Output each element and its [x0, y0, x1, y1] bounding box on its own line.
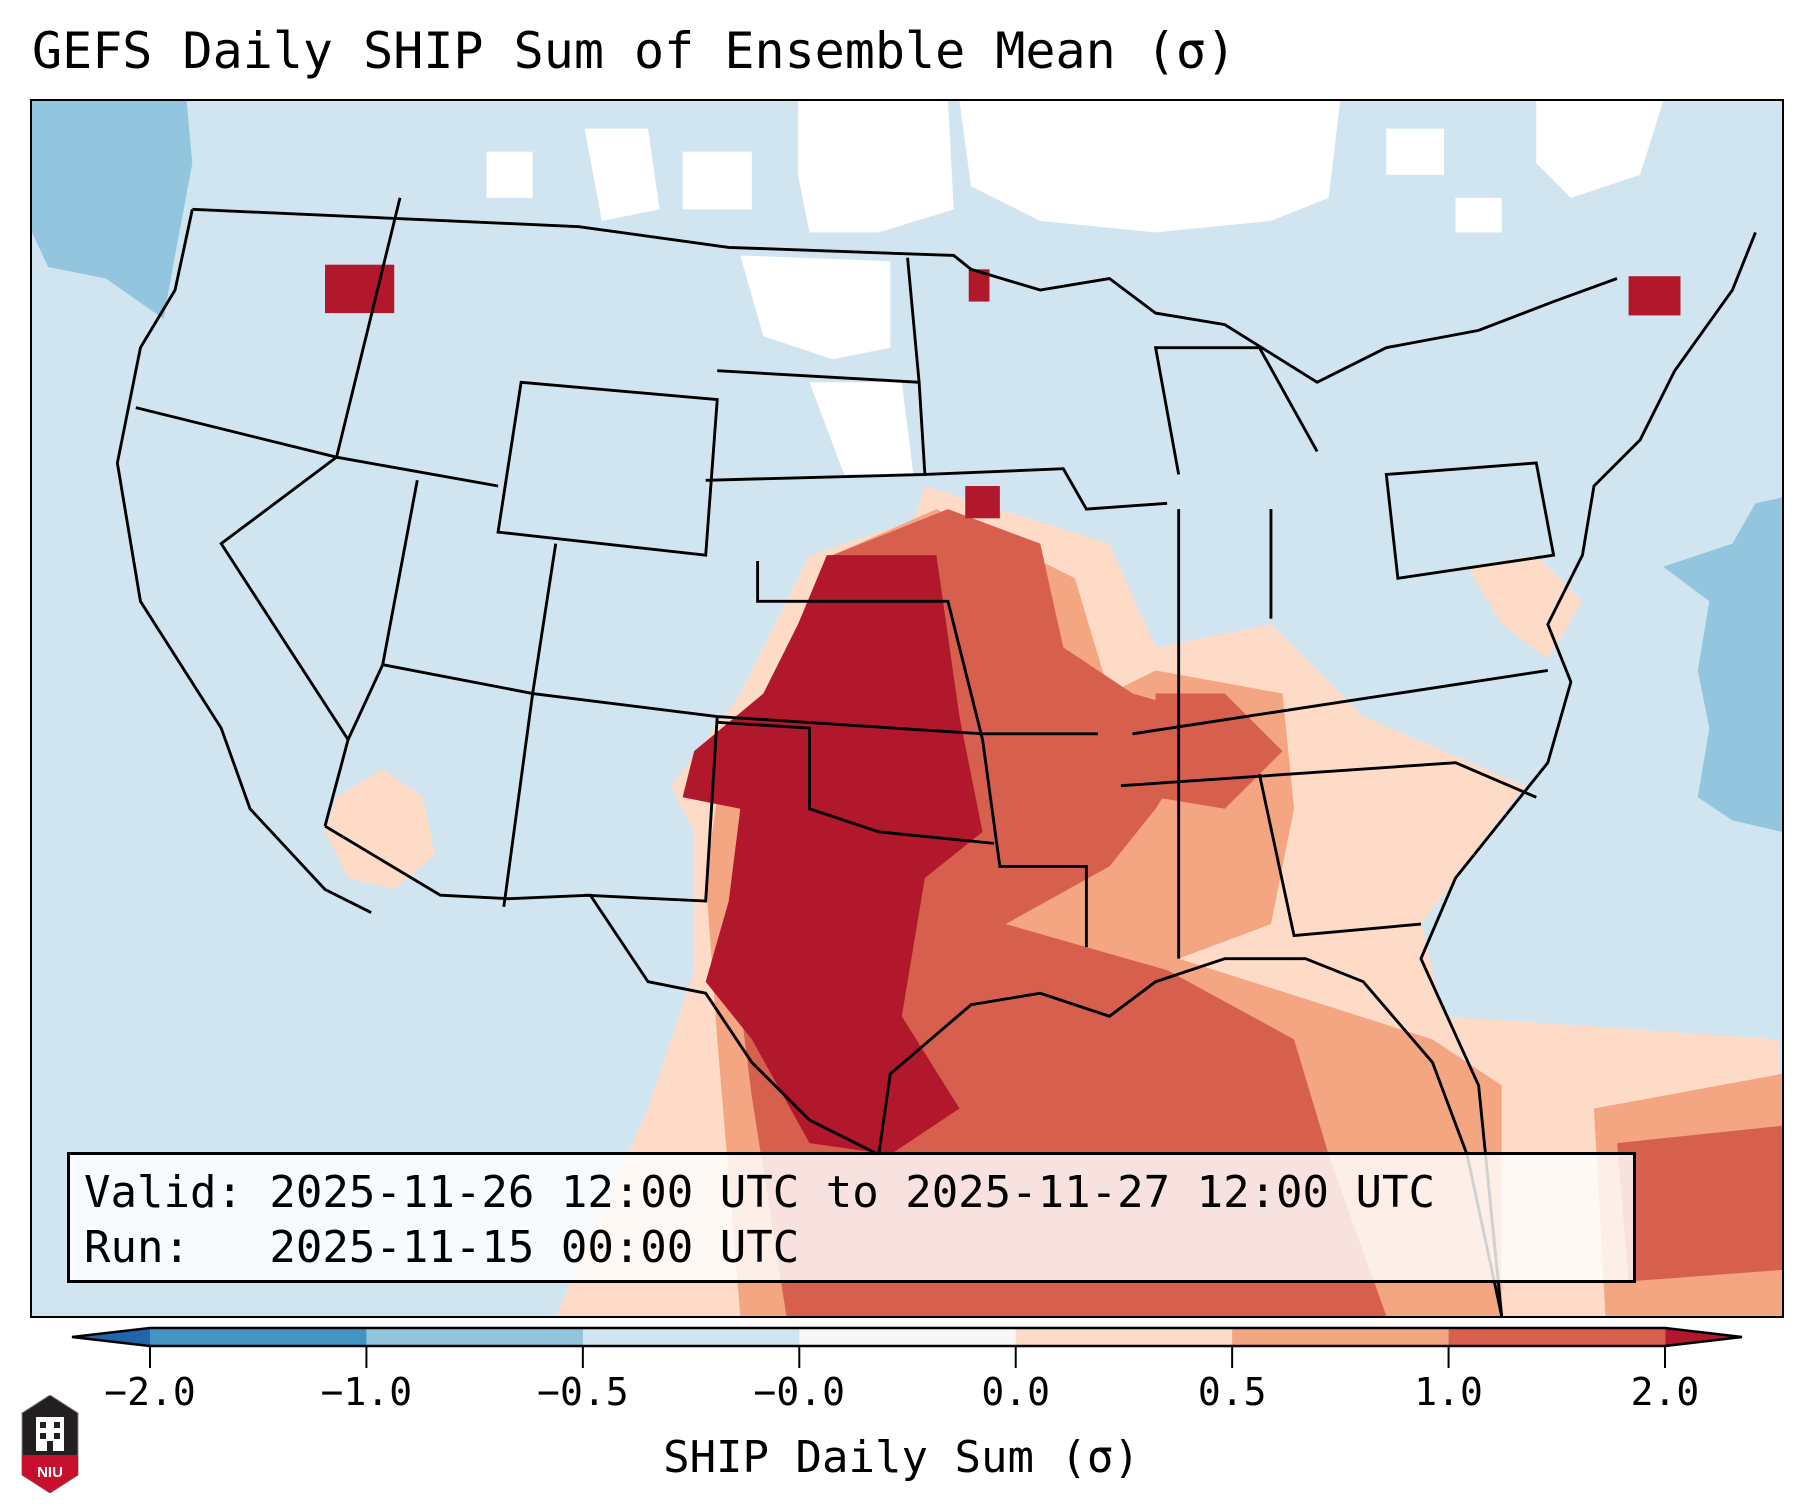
colorbar-label: SHIP Daily Sum (σ) — [663, 1432, 1140, 1483]
field-low-atlantic — [1663, 497, 1782, 832]
map-panel — [30, 99, 1784, 1318]
colorbar-extend-high — [1665, 1328, 1742, 1346]
colorbar — [71, 1326, 1743, 1368]
valid-time-text: Valid: 2025-11-26 12:00 UTC to 2025-11-2… — [84, 1167, 1436, 1218]
colorbar-bin — [582, 1328, 800, 1346]
field-above-2-washington — [325, 264, 395, 314]
gulf-coast — [877, 957, 1504, 1316]
field-low-pacific — [32, 101, 193, 319]
field-neutral-patches — [486, 101, 1664, 475]
field-above-2-minnesota — [968, 269, 990, 302]
colorbar-tick-label: 0.5 — [1197, 1370, 1267, 1414]
colorbar-bin — [1015, 1328, 1233, 1346]
colorbar-tick-label: −2.0 — [104, 1370, 196, 1414]
colorbar-tick-label: −1.0 — [320, 1370, 413, 1414]
colorbar-tick-label: −0.5 — [537, 1370, 629, 1414]
field-0-0.5-southwest — [325, 768, 435, 890]
us-canada-border — [192, 207, 1618, 384]
colorbar-tick-label: 0.0 — [981, 1370, 1051, 1414]
east-coast — [1419, 231, 1757, 1316]
field-above-2-maine — [1628, 276, 1681, 316]
field-1-2-caribbean — [1617, 1125, 1782, 1282]
colorbar-bin — [150, 1328, 367, 1346]
field-0-0.5-midatlantic — [1467, 555, 1583, 659]
chart-title: GEFS Daily SHIP Sum of Ensemble Mean (σ) — [32, 22, 1237, 80]
ship-field-map — [32, 101, 1782, 1316]
west-coast — [115, 209, 372, 914]
colorbar-bin — [366, 1328, 584, 1346]
political-boundaries — [115, 197, 1757, 1316]
svg-text:NIU: NIU — [37, 1464, 63, 1481]
colorbar-tick-label: 1.0 — [1414, 1370, 1483, 1414]
us-mexico-border — [324, 824, 880, 1156]
colorbar-extend-low — [72, 1328, 150, 1346]
colorbar-bin — [1232, 1328, 1450, 1346]
colorbar-bin — [1448, 1328, 1666, 1346]
run-time-text: Run: 2025-11-15 00:00 UTC — [84, 1222, 800, 1273]
colorbar-tick-label: −0.0 — [753, 1370, 846, 1414]
colorbar-bin — [799, 1328, 1017, 1346]
valid-run-info-box: Valid: 2025-11-26 12:00 UTC to 2025-11-2… — [67, 1152, 1636, 1283]
field-above-2 — [682, 555, 983, 1155]
niu-logo: NIU — [21, 1395, 79, 1493]
field-above-2-iowa — [965, 486, 1000, 519]
colorbar-tick-label: 2.0 — [1630, 1370, 1700, 1414]
